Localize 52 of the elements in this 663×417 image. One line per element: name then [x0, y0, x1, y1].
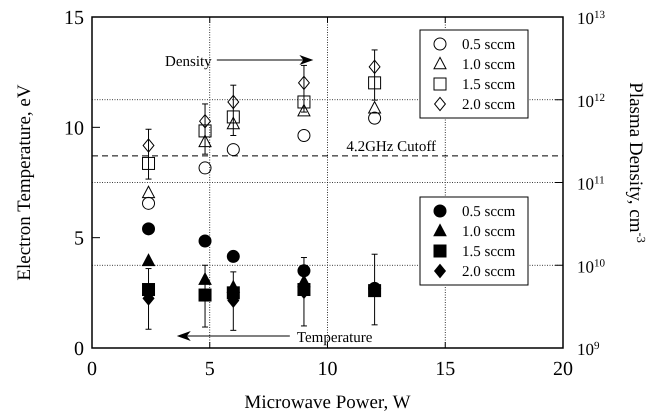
point: [226, 116, 240, 130]
point: [226, 250, 240, 263]
legend-label: 1.5 sccm: [462, 244, 516, 260]
point: [297, 95, 310, 108]
point: [368, 76, 382, 90]
point: [298, 76, 310, 90]
point: [199, 114, 211, 128]
y-tick-label: 15: [64, 7, 84, 29]
point: [142, 196, 156, 210]
point: [142, 186, 156, 198]
point: [142, 254, 156, 266]
y-tick-label: 0: [74, 338, 84, 360]
y2-tick-label: 10$^{10}$: [577, 257, 606, 276]
legend-label: 1.5 sccm: [462, 77, 516, 93]
y-axis-title: Electron Temperature, eV: [14, 84, 35, 281]
point: [198, 288, 212, 302]
point: [297, 128, 310, 142]
legend-label: 2.0 sccm: [462, 97, 516, 113]
point: [226, 143, 240, 156]
point: [226, 110, 240, 124]
point: [142, 138, 154, 153]
legend-label: 1.0 sccm: [462, 224, 516, 240]
point: [368, 101, 382, 114]
x-axis-title: Microwave Power, W: [244, 392, 411, 413]
y2-tick-label: 10$^{9}$: [577, 340, 600, 359]
x-tick-label: 15: [435, 358, 456, 380]
annotation: Temperature: [296, 330, 373, 346]
y2-tick-label: 10$^{13}$: [577, 9, 606, 28]
point: [227, 94, 240, 110]
legend-label: 0.5 sccm: [462, 204, 516, 220]
y-tick-label: 5: [74, 228, 84, 250]
y-tick-label: 10: [64, 117, 84, 140]
ref-line-label: 4.2GHz Cutoff: [346, 138, 436, 155]
x-tick-label: 5: [204, 358, 215, 380]
point: [198, 161, 212, 174]
legend-label: 0.5 sccm: [462, 37, 516, 53]
point: [368, 284, 382, 298]
point: [198, 124, 212, 138]
point: [142, 156, 156, 170]
x-tick-label: 10: [318, 358, 338, 380]
legend-label: 1.0 sccm: [462, 57, 516, 73]
legend-label: 2.0 sccm: [462, 264, 516, 280]
annotation: Density: [165, 54, 212, 70]
y2-tick-label: 10$^{12}$: [577, 92, 606, 111]
point: [297, 104, 310, 116]
point: [368, 60, 380, 74]
point: [368, 112, 382, 125]
point: [142, 222, 156, 236]
point: [198, 134, 212, 148]
x-tick-label: 20: [553, 358, 573, 380]
y2-tick-label: 10$^{11}$: [577, 174, 605, 194]
point: [198, 234, 212, 248]
